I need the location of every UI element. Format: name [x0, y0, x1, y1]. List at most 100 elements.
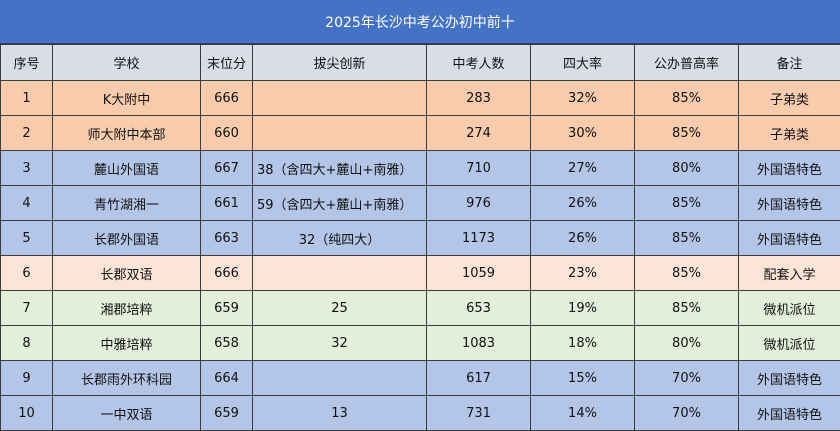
top4-rate-cell: 26%: [531, 186, 635, 221]
top-innovation-cell: [253, 256, 427, 291]
notes-cell: 外国语特色: [739, 151, 840, 186]
public-hs-rate-cell: 70%: [635, 361, 739, 396]
public-hs-rate-cell: 85%: [635, 256, 739, 291]
top4-rate-cell: 30%: [531, 116, 635, 151]
cutoff-score-cell: 664: [201, 361, 253, 396]
index-cell: 9: [1, 361, 53, 396]
exam-count-cell: 976: [427, 186, 531, 221]
index-cell: 6: [1, 256, 53, 291]
notes-cell: 外国语特色: [739, 221, 840, 256]
top4-rate-cell: 14%: [531, 396, 635, 431]
exam-count-cell: 1173: [427, 221, 531, 256]
public-hs-rate-cell: 85%: [635, 186, 739, 221]
public-hs-rate-cell: 85%: [635, 221, 739, 256]
exam-count-cell: 653: [427, 291, 531, 326]
header-exam-count: 中考人数: [427, 45, 531, 81]
index-cell: 1: [1, 81, 53, 116]
notes-cell: 微机派位: [739, 326, 840, 361]
top4-rate-cell: 15%: [531, 361, 635, 396]
index-cell: 5: [1, 221, 53, 256]
exam-count-cell: 731: [427, 396, 531, 431]
index-cell: 7: [1, 291, 53, 326]
exam-count-cell: 283: [427, 81, 531, 116]
header-row: 序号 学校 末位分 拔尖创新 中考人数 四大率 公办普高率 备注: [1, 45, 840, 81]
top-innovation-cell: [253, 81, 427, 116]
exam-count-cell: 1059: [427, 256, 531, 291]
index-cell: 2: [1, 116, 53, 151]
cutoff-score-cell: 659: [201, 396, 253, 431]
notes-cell: 外国语特色: [739, 396, 840, 431]
school-cell: 中雅培粹: [53, 326, 201, 361]
exam-count-cell: 617: [427, 361, 531, 396]
exam-count-cell: 274: [427, 116, 531, 151]
cutoff-score-cell: 659: [201, 291, 253, 326]
top-innovation-cell: 38（含四大+麓山+南雅）: [253, 151, 427, 186]
cutoff-score-cell: 667: [201, 151, 253, 186]
header-school: 学校: [53, 45, 201, 81]
public-hs-rate-cell: 85%: [635, 291, 739, 326]
school-cell: 长郡外国语: [53, 221, 201, 256]
school-cell: 长郡雨外环科园: [53, 361, 201, 396]
header-notes: 备注: [739, 45, 840, 81]
cutoff-score-cell: 666: [201, 256, 253, 291]
notes-cell: 子弟类: [739, 116, 840, 151]
school-cell: 师大附中本部: [53, 116, 201, 151]
top4-rate-cell: 27%: [531, 151, 635, 186]
public-hs-rate-cell: 80%: [635, 326, 739, 361]
notes-cell: 外国语特色: [739, 361, 840, 396]
index-cell: 10: [1, 396, 53, 431]
header-top4-rate: 四大率: [531, 45, 635, 81]
index-cell: 3: [1, 151, 53, 186]
top-innovation-cell: 32: [253, 326, 427, 361]
notes-cell: 子弟类: [739, 81, 840, 116]
public-hs-rate-cell: 85%: [635, 116, 739, 151]
top-innovation-cell: 32（纯四大）: [253, 221, 427, 256]
school-cell: 麓山外国语: [53, 151, 201, 186]
school-cell: 湘郡培粹: [53, 291, 201, 326]
cutoff-score-cell: 660: [201, 116, 253, 151]
public-hs-rate-cell: 70%: [635, 396, 739, 431]
public-hs-rate-cell: 80%: [635, 151, 739, 186]
header-index: 序号: [1, 45, 53, 81]
exam-count-cell: 710: [427, 151, 531, 186]
header-top-innovation: 拔尖创新: [253, 45, 427, 81]
cutoff-score-cell: 661: [201, 186, 253, 221]
header-cutoff-score: 末位分: [201, 45, 253, 81]
school-cell: 青竹湖湘一: [53, 186, 201, 221]
top4-rate-cell: 23%: [531, 256, 635, 291]
cutoff-score-cell: 663: [201, 221, 253, 256]
top4-rate-cell: 26%: [531, 221, 635, 256]
top-innovation-cell: 59（含四大+麓山+南雅）: [253, 186, 427, 221]
top4-rate-cell: 32%: [531, 81, 635, 116]
index-cell: 8: [1, 326, 53, 361]
header-public-hs-rate: 公办普高率: [635, 45, 739, 81]
public-hs-rate-cell: 85%: [635, 81, 739, 116]
school-cell: 一中双语: [53, 396, 201, 431]
index-cell: 4: [1, 186, 53, 221]
top-innovation-cell: 25: [253, 291, 427, 326]
school-cell: 长郡双语: [53, 256, 201, 291]
table-title: 2025年长沙中考公办初中前十: [0, 0, 840, 44]
notes-cell: 外国语特色: [739, 186, 840, 221]
top-innovation-cell: 13: [253, 396, 427, 431]
school-cell: K大附中: [53, 81, 201, 116]
top-innovation-cell: [253, 361, 427, 396]
top-innovation-cell: [253, 116, 427, 151]
cutoff-score-cell: 658: [201, 326, 253, 361]
top4-rate-cell: 18%: [531, 326, 635, 361]
cutoff-score-cell: 666: [201, 81, 253, 116]
notes-cell: 微机派位: [739, 291, 840, 326]
top4-rate-cell: 19%: [531, 291, 635, 326]
